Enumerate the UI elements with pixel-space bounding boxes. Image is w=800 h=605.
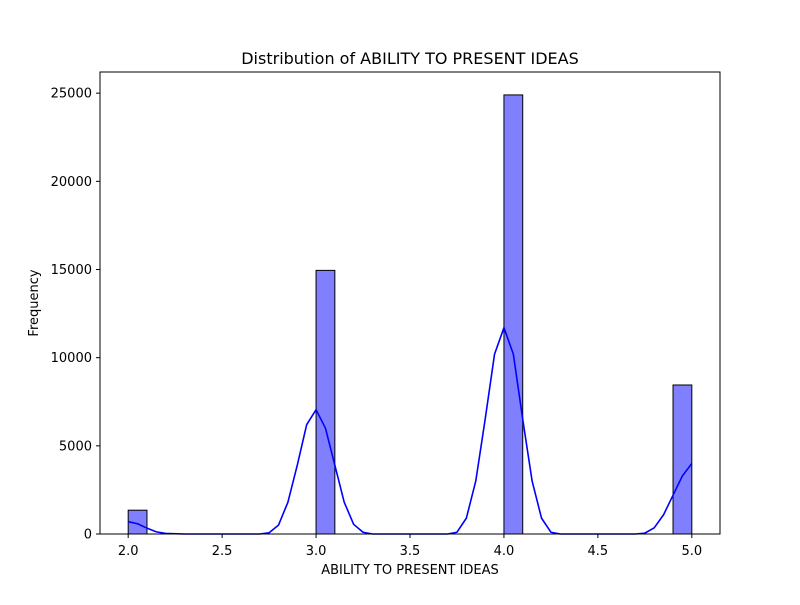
y-tick-label-4: 20000 (51, 175, 92, 190)
histogram-bar-3 (672, 384, 693, 535)
y-axis-label: Frequency (27, 269, 42, 336)
y-tick-label-0: 0 (84, 528, 92, 543)
histogram-bar-2 (503, 94, 524, 535)
kde-line (128, 326, 693, 535)
y-tick-label-3: 15000 (51, 263, 92, 278)
bars-group (127, 94, 693, 535)
x-tick-label-0: 2.0 (118, 544, 139, 559)
y-tick-label-1: 5000 (59, 439, 92, 454)
y-tick-label-2: 10000 (51, 351, 92, 366)
x-tick-label-5: 4.5 (588, 544, 609, 559)
chart-title: Distribution of ABILITY TO PRESENT IDEAS (241, 49, 579, 68)
x-axis-label: ABILITY TO PRESENT IDEAS (321, 563, 499, 578)
x-ticks: 2.0 2.5 3.0 3.5 4.0 4.5 5.0 (118, 534, 702, 559)
y-ticks: 0 5000 10000 15000 20000 25000 (51, 87, 100, 543)
histogram-bar-1 (315, 269, 336, 535)
plot-frame (99, 71, 721, 535)
x-tick-label-6: 5.0 (681, 544, 702, 559)
y-tick-label-5: 25000 (51, 87, 92, 102)
x-tick-label-3: 3.5 (400, 544, 421, 559)
x-tick-label-4: 4.0 (494, 544, 515, 559)
kde-group (128, 326, 693, 535)
x-tick-label-2: 3.0 (306, 544, 327, 559)
x-tick-label-1: 2.5 (212, 544, 233, 559)
